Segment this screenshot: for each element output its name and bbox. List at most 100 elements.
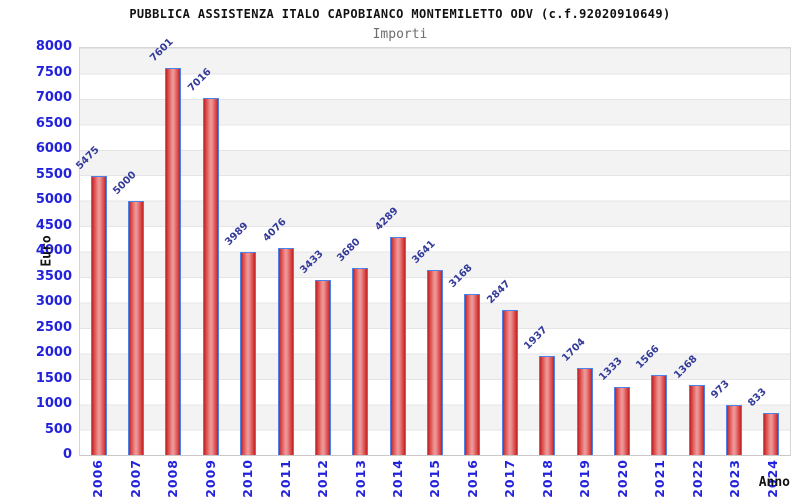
y-axis-title: Euro bbox=[39, 235, 55, 267]
chart-title: PUBBLICA ASSISTENZA ITALO CAPOBIANCO MON… bbox=[129, 7, 671, 21]
y-tick-label: 3500 bbox=[35, 269, 72, 284]
y-tick-label: 5500 bbox=[35, 167, 72, 182]
y-tick-label: 2000 bbox=[35, 345, 72, 360]
bar-slot: 973 bbox=[709, 48, 752, 455]
bars-row: 5475 5000 7601 7016 3989 4076 3433 3680 4289 3641… bbox=[74, 37, 790, 455]
y-tick-label: 7500 bbox=[35, 65, 72, 80]
x-tick-slot: 2023 bbox=[716, 459, 753, 500]
x-tick-slot: 2009 bbox=[191, 459, 228, 500]
x-tick-label: 2011 bbox=[277, 459, 293, 498]
bar-2008 bbox=[165, 68, 182, 455]
bar-2016 bbox=[464, 294, 481, 455]
bar-2024 bbox=[763, 413, 780, 455]
bar-value-label: 5475 bbox=[73, 144, 102, 172]
x-tick-label: 2022 bbox=[689, 459, 705, 498]
x-tick-slot: 2016 bbox=[454, 459, 491, 500]
bar-slot: 1333 bbox=[597, 48, 640, 455]
bar-slot: 2847 bbox=[485, 48, 528, 455]
y-tick-label: 4000 bbox=[35, 243, 72, 258]
bar-slot: 1937 bbox=[522, 48, 566, 455]
y-tick-label: 500 bbox=[44, 422, 72, 437]
x-tick-slot: 2014 bbox=[379, 459, 416, 500]
x-tick-slot: 2011 bbox=[266, 459, 303, 500]
bar-2012 bbox=[314, 280, 331, 455]
bar-2018 bbox=[539, 356, 556, 455]
x-tick-slot: 2006 bbox=[79, 459, 116, 500]
x-tick-slot: 2007 bbox=[116, 459, 153, 500]
bar-2014 bbox=[389, 237, 406, 455]
bar-slot: 3433 bbox=[298, 48, 341, 455]
x-tick-label: 2008 bbox=[165, 459, 181, 498]
bar-slot: 5475 bbox=[74, 48, 117, 455]
bar-slot: 3168 bbox=[448, 48, 491, 455]
y-tick-label: 6500 bbox=[35, 116, 72, 131]
x-tick-label: 2012 bbox=[315, 459, 331, 498]
x-tick-label: 2006 bbox=[90, 459, 106, 498]
y-tick-label: 3000 bbox=[35, 294, 72, 309]
y-tick-label: 1500 bbox=[35, 371, 72, 386]
y-tick-label: 6000 bbox=[35, 141, 72, 156]
x-tick-slot: 2010 bbox=[229, 459, 266, 500]
x-tick-label: 2023 bbox=[727, 459, 743, 498]
y-tick-label: 1000 bbox=[35, 396, 72, 411]
x-tick-label: 2019 bbox=[577, 459, 593, 498]
bar-slot: 4289 bbox=[373, 48, 416, 455]
y-tick-label: 0 bbox=[62, 447, 72, 462]
bar-2007 bbox=[128, 201, 145, 455]
y-tick-label: 5000 bbox=[35, 192, 72, 207]
x-tick-label: 2021 bbox=[652, 459, 668, 498]
bar-slot: 7016 bbox=[186, 48, 229, 455]
y-axis: 8000 7500 7000 6500 6000 5500 5000 4500 4000 3500… bbox=[0, 40, 72, 462]
bar-slot: 3680 bbox=[336, 48, 379, 455]
y-tick-label: 2500 bbox=[35, 320, 72, 335]
bar-slot: 1368 bbox=[672, 48, 715, 455]
bar-2011 bbox=[277, 248, 294, 455]
bar-slot: 1704 bbox=[560, 48, 603, 455]
y-tick-label: 4500 bbox=[35, 218, 72, 233]
x-axis: 2006 2007 2008 2009 2010 2011 2012 2013 2014 2015… bbox=[79, 459, 791, 500]
bar-slot: 5000 bbox=[111, 48, 154, 455]
x-tick-label: 2009 bbox=[202, 459, 218, 498]
x-tick-slot: 2022 bbox=[679, 459, 716, 500]
x-tick-label: 2015 bbox=[427, 459, 443, 498]
bar-2023 bbox=[726, 405, 743, 455]
bar-2006 bbox=[90, 176, 107, 455]
bar-2010 bbox=[240, 252, 257, 455]
bar-2015 bbox=[427, 270, 444, 455]
x-tick-label: 2013 bbox=[352, 459, 368, 498]
x-tick-label: 2018 bbox=[539, 459, 555, 498]
bar-slot: 3989 bbox=[223, 48, 267, 455]
bar-2021 bbox=[651, 375, 668, 455]
x-tick-slot: 2017 bbox=[491, 459, 528, 500]
bar-2019 bbox=[576, 368, 593, 455]
y-tick-label: 7000 bbox=[35, 90, 72, 105]
bar-2020 bbox=[613, 387, 630, 455]
x-tick-slot: 2015 bbox=[416, 459, 453, 500]
bar-slot: 4076 bbox=[261, 48, 304, 455]
bar-slot: 833 bbox=[747, 48, 790, 455]
x-tick-label: 2010 bbox=[240, 459, 256, 498]
x-tick-label: 2007 bbox=[127, 459, 143, 498]
x-tick-slot: 2013 bbox=[341, 459, 378, 500]
x-tick-label: 2016 bbox=[464, 459, 480, 498]
bar-2013 bbox=[352, 268, 369, 455]
bar-slot: 1566 bbox=[635, 48, 678, 455]
x-tick-slot: 2020 bbox=[604, 459, 641, 500]
x-tick-label: 2017 bbox=[502, 459, 518, 498]
x-tick-slot: 2018 bbox=[529, 459, 566, 500]
x-tick-slot: 2012 bbox=[304, 459, 341, 500]
x-tick-label: 2020 bbox=[614, 459, 630, 498]
plot-area: 5475 5000 7601 7016 3989 4076 3433 3680 4289 3641… bbox=[74, 37, 791, 456]
bar-2022 bbox=[688, 385, 705, 455]
bar-slot: 3641 bbox=[410, 48, 453, 455]
x-tick-label: 2014 bbox=[389, 459, 405, 498]
bar-2017 bbox=[501, 310, 518, 455]
x-tick-slot: 2008 bbox=[154, 459, 191, 500]
bar-slot: 7601 bbox=[149, 37, 192, 455]
chart-subtitle: Importi bbox=[372, 27, 428, 42]
bar-2009 bbox=[202, 98, 219, 455]
x-axis-title: Anno bbox=[758, 475, 790, 490]
x-tick-slot: 2019 bbox=[566, 459, 603, 500]
y-tick-label: 8000 bbox=[35, 39, 72, 54]
